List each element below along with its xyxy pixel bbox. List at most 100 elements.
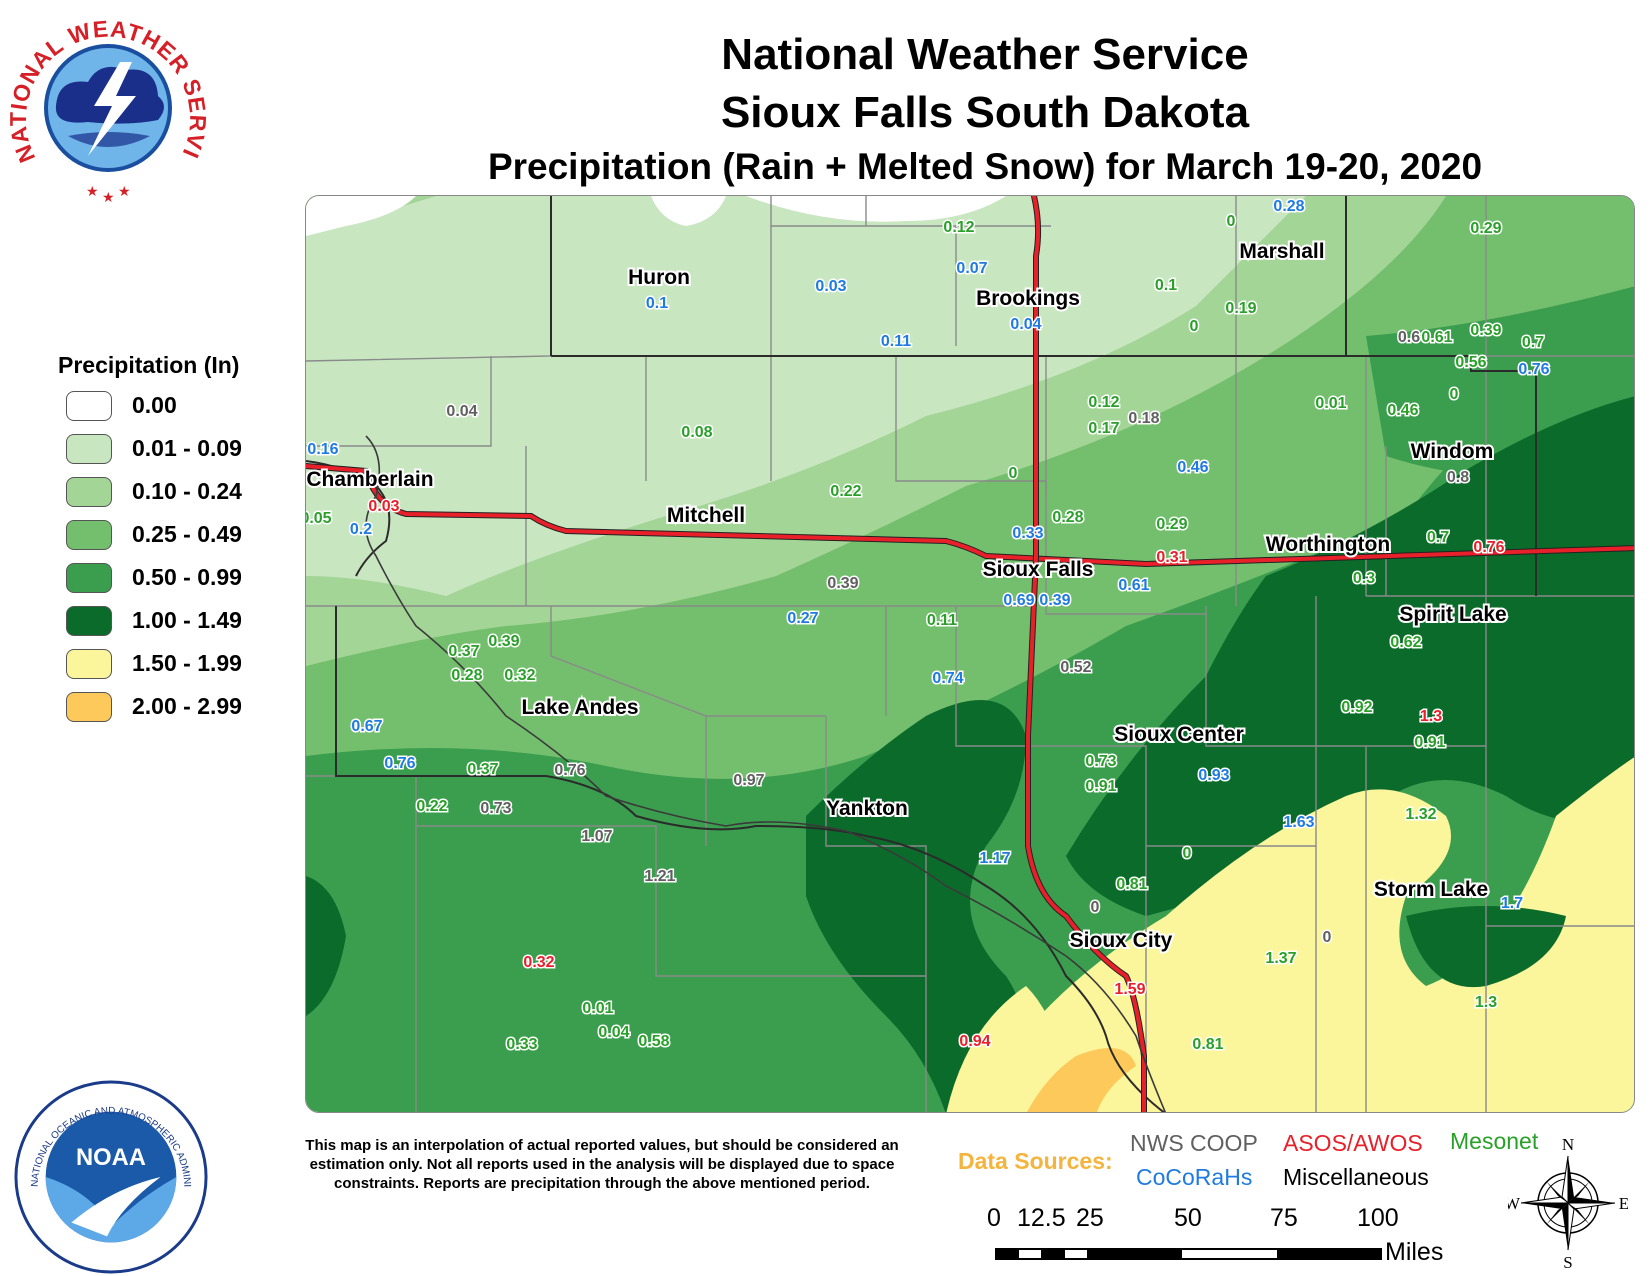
city-label-huron: Huron: [628, 266, 690, 289]
legend-label: 0.01 - 0.09: [132, 435, 242, 461]
report-value: 0.39: [1039, 592, 1070, 609]
report-value: 1.3: [1420, 708, 1442, 725]
report-value: 0.67: [351, 718, 382, 735]
legend-label: 0.10 - 0.24: [132, 478, 242, 504]
scale-tick-label: 75: [1270, 1204, 1298, 1232]
legend-swatch: [66, 391, 112, 421]
city-label-worthington: Worthington: [1266, 533, 1390, 556]
report-value: 0: [1190, 318, 1199, 335]
city-label-mitchell: Mitchell: [667, 504, 745, 527]
report-value: 0.69: [1003, 592, 1034, 609]
legend-title: Precipitation (In): [58, 352, 240, 378]
report-value: 0.7: [1427, 529, 1449, 546]
report-value: 0.46: [1387, 402, 1418, 419]
city-label-storm-lake: Storm Lake: [1374, 878, 1488, 901]
report-value: 0.92: [1341, 699, 1372, 716]
legend-swatch: [66, 520, 112, 550]
legend-item: 0.50 - 0.99: [58, 561, 278, 604]
missouri-river: [365, 435, 1167, 1112]
zone-100-149-west: [306, 876, 346, 1016]
report-value: 0.01: [582, 1000, 613, 1017]
scale-bar: 0 12.5 25 50 75 100 Miles: [985, 1204, 1443, 1274]
precipitation-map: Huron Brookings Marshall Windom Chamberl…: [305, 195, 1635, 1113]
legend-label: 2.00 - 2.99: [132, 693, 242, 719]
report-value: 0.81: [1192, 1036, 1223, 1053]
report-value: 1.32: [1405, 806, 1436, 823]
report-value: 0.91: [1085, 778, 1116, 795]
compass-south: S: [1563, 1253, 1572, 1270]
report-value: 0.28: [451, 667, 482, 684]
report-value: 0.97: [733, 772, 764, 789]
report-value: 0.1: [1155, 277, 1177, 294]
report-value: 0.32: [504, 667, 535, 684]
report-value: 0.61: [1118, 577, 1149, 594]
report-value: 0.1: [646, 295, 668, 312]
data-source-mesonet: Mesonet: [1450, 1128, 1539, 1154]
legend-swatch: [66, 563, 112, 593]
report-value: 0.6: [1398, 329, 1420, 346]
report-value: 0.31: [1156, 549, 1187, 566]
legend-item: 0.10 - 0.24: [58, 475, 278, 518]
report-value: 0.18: [1128, 410, 1159, 427]
legend-swatch: [66, 606, 112, 636]
report-value: 0.29: [1470, 220, 1501, 237]
report-values: 0.12 0 0.28 0.29 0.07 0.03 0.1 0.1 0.19 …: [306, 197, 1551, 1055]
scale-unit: Miles: [1385, 1238, 1444, 1266]
city-label-brookings: Brookings: [976, 287, 1080, 310]
data-sources-title: Data Sources:: [958, 1148, 1113, 1174]
scale-bar-graphic: [995, 1248, 1382, 1260]
map-canvas: Huron Brookings Marshall Windom Chamberl…: [306, 196, 1634, 1112]
scale-tick-label: 25: [1076, 1204, 1104, 1232]
svg-text:★: ★: [118, 183, 131, 199]
report-value: 1.21: [644, 868, 675, 885]
report-value: 0.11: [927, 612, 957, 629]
legend-swatch: [66, 434, 112, 464]
report-value: 0.28: [1273, 198, 1304, 215]
legend-label: 0.00: [132, 392, 177, 418]
compass-east: E: [1619, 1194, 1628, 1213]
report-value: 0.04: [446, 403, 477, 420]
report-value: 0.46: [1177, 459, 1208, 476]
report-value: 0.11: [881, 333, 911, 350]
compass-north: N: [1562, 1136, 1574, 1154]
city-label-spirit-lake: Spirit Lake: [1399, 603, 1506, 626]
report-value: 0.03: [368, 498, 399, 515]
zone-100-149-east: [1066, 396, 1634, 916]
data-source-miscellaneous: Miscellaneous: [1283, 1164, 1429, 1190]
report-value: 0.3: [1353, 570, 1375, 587]
legend-label: 1.00 - 1.49: [132, 607, 242, 633]
scale-tick-label: 50: [1174, 1204, 1202, 1232]
legend-label: 0.50 - 0.99: [132, 564, 242, 590]
legend-item: 0.25 - 0.49: [58, 518, 278, 561]
report-value: 0.08: [681, 424, 712, 441]
report-value: 0.17: [1088, 420, 1119, 437]
data-source-asos-awos: ASOS/AWOS: [1283, 1130, 1423, 1156]
report-value: 0.32: [523, 954, 554, 971]
report-value: 0: [1091, 899, 1100, 916]
report-value: 0.33: [1012, 525, 1043, 542]
legend-item: 1.50 - 1.99: [58, 647, 278, 690]
report-value: 0.03: [815, 278, 846, 295]
legend-swatch: [66, 692, 112, 722]
city-label-sioux-center: Sioux Center: [1114, 723, 1244, 746]
report-value: 0.39: [488, 633, 519, 650]
report-value: 0.22: [416, 798, 447, 815]
report-value: 0: [1183, 845, 1192, 862]
report-value: 0.91: [1414, 734, 1445, 751]
data-source-cocorahs: CoCoRaHs: [1136, 1164, 1253, 1190]
svg-text:★: ★: [86, 183, 99, 199]
report-value: 0.05: [306, 510, 332, 527]
report-value: 0.52: [1060, 659, 1091, 676]
report-value: 0.76: [1473, 539, 1504, 556]
page-title: National Weather Service: [721, 30, 1249, 79]
zone-000-northcenter: [746, 196, 1006, 222]
zone-150-199-south: [946, 986, 1066, 1112]
report-value: 1.17: [979, 850, 1010, 867]
report-value: 0.8: [1447, 469, 1469, 486]
legend-item: 1.00 - 1.49: [58, 604, 278, 647]
report-value: 0.12: [943, 219, 974, 236]
noaa-logo: NOAA NATIONAL OCEANIC AND ATMOSPHERIC AD…: [12, 1078, 208, 1274]
report-value: 0.61: [1421, 329, 1452, 346]
report-value: 0.39: [827, 575, 858, 592]
interstate-highways: [306, 196, 1634, 1112]
